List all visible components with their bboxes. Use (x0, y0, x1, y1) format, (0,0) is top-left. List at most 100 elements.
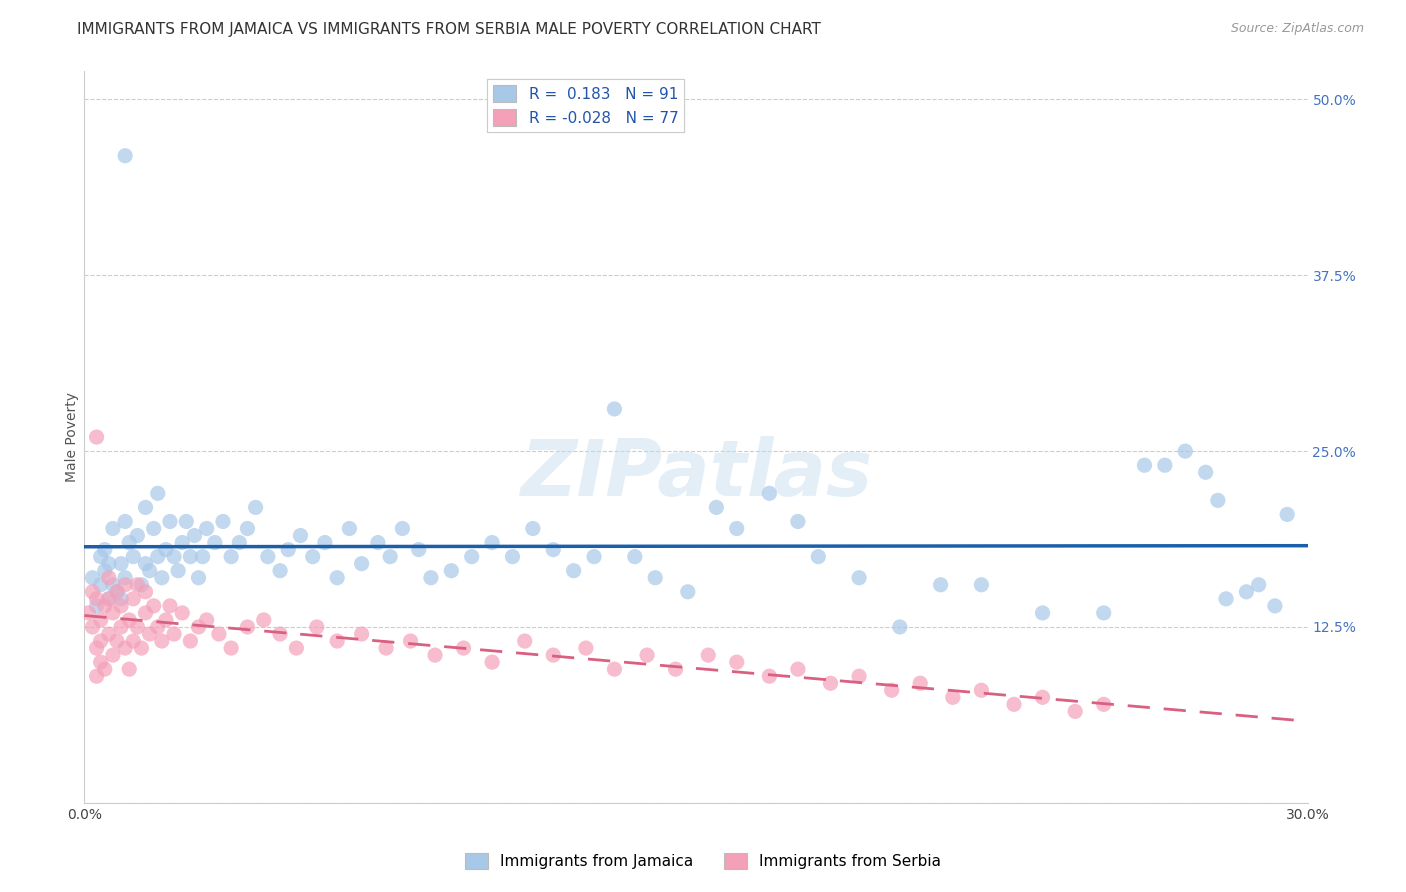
Point (1264, 599, 1286, 613)
Point (172, 606, 194, 620)
Point (135, 557, 157, 571)
Point (391, 521, 413, 535)
Point (122, 634, 145, 648)
Point (114, 149, 136, 163)
Point (1206, 493, 1229, 508)
Point (269, 627, 291, 641)
Point (150, 571, 173, 585)
Point (228, 535, 250, 549)
Point (93, 662, 115, 676)
Point (93, 564, 115, 578)
Text: IMMIGRANTS FROM JAMAICA VS IMMIGRANTS FROM SERBIA MALE POVERTY CORRELATION CHART: IMMIGRANTS FROM JAMAICA VS IMMIGRANTS FR… (77, 22, 821, 37)
Point (90, 549, 112, 564)
Point (159, 599, 181, 613)
Point (367, 535, 389, 549)
Point (195, 613, 218, 627)
Point (624, 549, 647, 564)
Point (236, 521, 259, 535)
Point (127, 528, 149, 542)
Point (603, 401, 626, 416)
Point (97, 557, 120, 571)
Point (191, 549, 214, 564)
Point (172, 535, 194, 549)
Point (86, 641, 108, 656)
Point (146, 620, 169, 634)
Point (135, 584, 157, 599)
Point (543, 648, 565, 662)
Point (122, 549, 145, 564)
Point (375, 641, 398, 656)
Legend: R =  0.183   N = 91, R = -0.028   N = 77: R = 0.183 N = 91, R = -0.028 N = 77 (488, 79, 685, 132)
Point (725, 655, 748, 669)
Point (105, 584, 128, 599)
Point (131, 578, 153, 592)
Point (929, 578, 952, 592)
Point (212, 515, 235, 529)
Text: Source: ZipAtlas.com: Source: ZipAtlas.com (1230, 22, 1364, 36)
Point (155, 542, 177, 557)
Point (269, 564, 291, 578)
Point (183, 528, 205, 542)
Point (665, 662, 688, 676)
Point (82, 571, 104, 585)
Point (118, 662, 141, 676)
Point (1032, 606, 1054, 620)
Point (127, 620, 149, 634)
Point (163, 627, 186, 641)
Point (90, 613, 112, 627)
Point (889, 620, 911, 634)
Point (787, 662, 810, 676)
Point (135, 606, 157, 620)
Point (1002, 698, 1025, 712)
Point (179, 549, 201, 564)
Point (339, 521, 361, 535)
Point (142, 599, 165, 613)
Point (138, 564, 160, 578)
Point (114, 571, 136, 585)
Point (114, 515, 136, 529)
Point (758, 486, 780, 500)
Point (245, 500, 267, 515)
Point (820, 676, 842, 690)
Point (90, 578, 112, 592)
Point (90, 655, 112, 669)
Point (77, 606, 100, 620)
Point (110, 557, 132, 571)
Point (583, 549, 606, 564)
Point (326, 571, 349, 585)
Point (522, 521, 544, 535)
Point (636, 648, 658, 662)
Point (86, 591, 108, 606)
Point (97, 591, 120, 606)
Legend: Immigrants from Jamaica, Immigrants from Serbia: Immigrants from Jamaica, Immigrants from… (458, 847, 948, 875)
Point (350, 627, 373, 641)
Point (257, 549, 280, 564)
Point (93, 599, 115, 613)
Point (644, 571, 666, 585)
Point (86, 599, 108, 613)
Point (159, 515, 181, 529)
Point (110, 599, 132, 613)
Point (219, 549, 242, 564)
Point (155, 613, 177, 627)
Point (90, 634, 112, 648)
Point (706, 500, 728, 515)
Point (807, 549, 830, 564)
Point (1277, 508, 1299, 522)
Text: ZIPatlas: ZIPatlas (520, 435, 872, 512)
Point (114, 641, 136, 656)
Point (314, 535, 336, 549)
Point (1092, 606, 1115, 620)
Point (277, 542, 299, 557)
Point (105, 584, 128, 599)
Point (118, 535, 141, 549)
Point (97, 627, 120, 641)
Point (910, 676, 932, 690)
Point (208, 627, 231, 641)
Point (408, 542, 430, 557)
Point (1195, 465, 1218, 479)
Point (101, 578, 124, 592)
Point (253, 613, 276, 627)
Point (1215, 591, 1237, 606)
Point (970, 578, 993, 592)
